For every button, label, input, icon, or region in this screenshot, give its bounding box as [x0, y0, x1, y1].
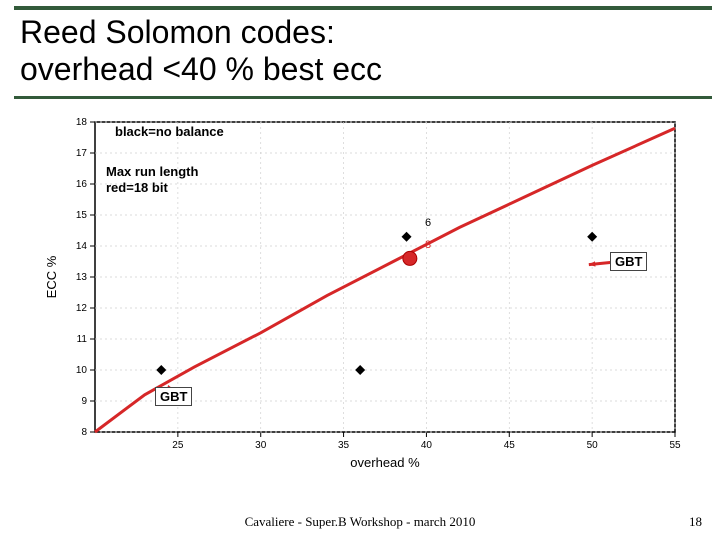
title-line-1: Reed Solomon codes: [20, 14, 335, 50]
svg-text:25: 25 [172, 440, 184, 451]
svg-text:17: 17 [76, 148, 88, 159]
svg-text:18: 18 [76, 117, 88, 128]
svg-text:55: 55 [669, 440, 681, 451]
svg-text:35: 35 [338, 440, 350, 451]
svg-text:ECC %: ECC % [44, 255, 59, 298]
svg-text:40: 40 [421, 440, 433, 451]
svg-text:45: 45 [504, 440, 516, 451]
slide-title: Reed Solomon codes: overhead <40 % best … [14, 6, 712, 99]
annotation-num-6: 6 [425, 217, 431, 229]
annotation-black-no-balance: black=no balance [115, 124, 224, 139]
svg-text:16: 16 [76, 179, 88, 190]
page-number: 18 [689, 514, 702, 530]
annotation-max-run-length: Max run length red=18 bit [106, 164, 236, 195]
annotation-gbt-lower: GBT [155, 387, 192, 406]
ecc-vs-overhead-chart: 25 30 35 40 45 50 55 8 9 10 11 12 13 14 15 16 17 18 overhe… [40, 112, 690, 472]
svg-text:12: 12 [76, 303, 88, 314]
svg-text:9: 9 [81, 396, 87, 407]
title-line-2: overhead <40 % best ecc [20, 51, 382, 87]
slide-footer: Cavaliere - Super.B Workshop - march 201… [0, 514, 720, 530]
annotation-gbt-upper: GBT [610, 252, 647, 271]
svg-text:10: 10 [76, 365, 88, 376]
svg-text:15: 15 [76, 210, 88, 221]
svg-text:8: 8 [81, 427, 87, 438]
annotation-num-8: 8 [425, 239, 431, 251]
svg-text:11: 11 [77, 334, 88, 345]
svg-text:14: 14 [76, 241, 88, 252]
svg-text:13: 13 [76, 272, 88, 283]
svg-text:overhead %: overhead % [350, 455, 420, 470]
svg-text:30: 30 [255, 440, 267, 451]
svg-text:50: 50 [587, 440, 599, 451]
